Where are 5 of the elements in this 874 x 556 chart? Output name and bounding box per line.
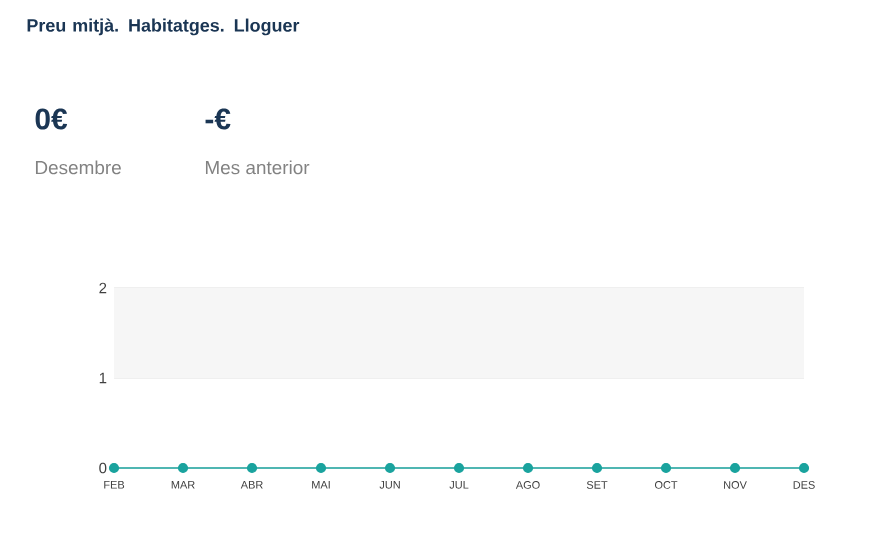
- text: Desembre: [35, 160, 121, 175]
- text: -€: [205, 108, 231, 130]
- text: Mes anterior: [205, 160, 310, 175]
- chart-title: Preu mitjà. Habitatges. Lloguer: [27, 18, 300, 36]
- text: 0€: [35, 108, 68, 130]
